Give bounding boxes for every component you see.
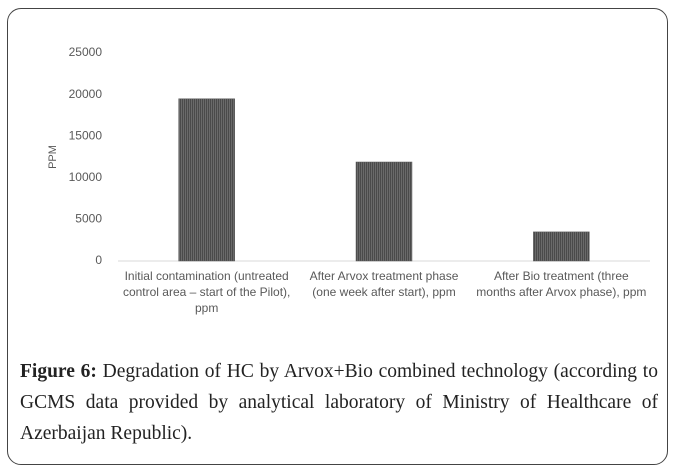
y-axis-label: PPM <box>47 145 59 169</box>
bar <box>355 161 413 262</box>
y-tick-label: 0 <box>95 253 102 267</box>
x-tick-label: Initial contamination (untreated control… <box>122 269 291 315</box>
frame <box>7 8 668 465</box>
y-tick-label: 10000 <box>69 170 103 184</box>
caption: Figure 6: Degradation of HC by Arvox+Bio… <box>20 356 658 449</box>
caption-text: Degradation of HC by Arvox+Bio combined … <box>20 361 658 444</box>
caption-label: Figure 6: <box>20 361 97 382</box>
bar <box>178 98 235 262</box>
y-tick-label: 5000 <box>75 212 102 226</box>
bar <box>533 231 590 262</box>
x-tick-label: After Bio treatment (three months after … <box>476 269 647 299</box>
y-tick-label: 15000 <box>69 128 103 142</box>
y-tick-label: 25000 <box>69 45 103 59</box>
x-tick-label: After Arvox treatment phase (one week af… <box>309 269 459 299</box>
y-tick-label: 20000 <box>69 87 103 101</box>
